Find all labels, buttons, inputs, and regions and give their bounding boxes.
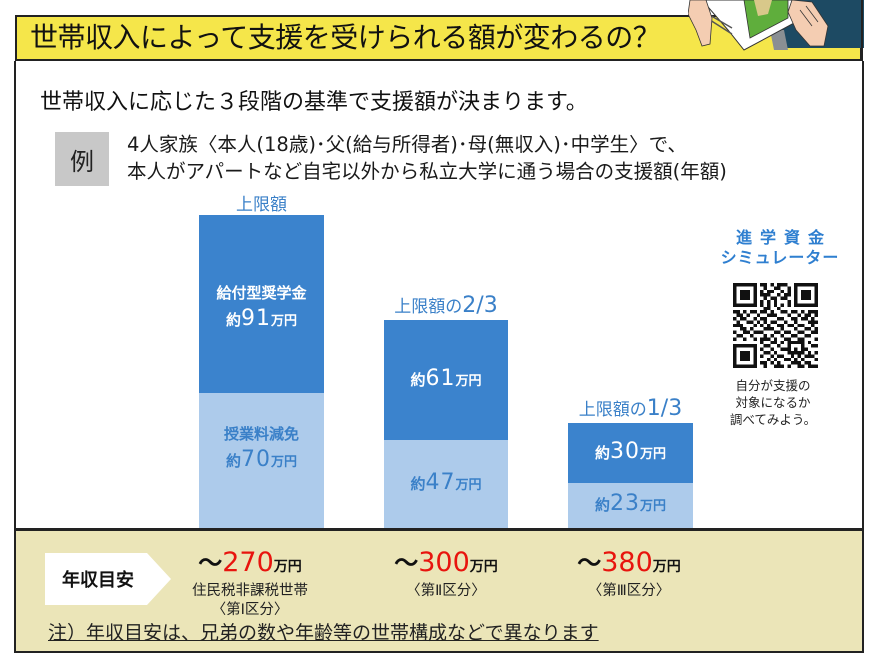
- section-heading: 世帯収入に応じた３段階の基準で支援額が決まります。: [40, 90, 588, 115]
- caption-text: 上限額の: [578, 400, 647, 420]
- income-amount: 〜380万円: [559, 548, 699, 582]
- tilde: 〜: [198, 549, 223, 577]
- segment-amount: 約30万円: [595, 438, 666, 469]
- amount-unit: 万円: [455, 477, 482, 493]
- income-tier-3: 〜380万円 〈第Ⅲ区分〉: [559, 548, 699, 601]
- tilde: 〜: [577, 549, 602, 577]
- segment-label: 給付型奨学金: [216, 283, 307, 302]
- bar-caption-one-third: 上限額の1/3: [568, 398, 693, 421]
- amount-unit: 万円: [271, 313, 298, 329]
- bar-segment-scholarship-two-thirds: 約61万円: [384, 320, 508, 440]
- qr-code-icon[interactable]: [733, 283, 818, 368]
- bar-caption-two-thirds: 上限額の2/3: [384, 295, 508, 318]
- segment-amount: 約61万円: [410, 365, 481, 396]
- segment-amount: 約23万円: [595, 490, 666, 521]
- amount-unit: 万円: [455, 373, 482, 389]
- income-amount: 〜270万円: [180, 548, 320, 582]
- amount-prefix: 約: [594, 443, 610, 462]
- amount-prefix: 約: [225, 452, 241, 470]
- amount-prefix: 約: [410, 474, 426, 493]
- simulator-caption-line1: 自分が支援の: [735, 378, 811, 393]
- bar-segment-tuition-one-third: 約23万円: [568, 483, 693, 528]
- amount-unit: 万円: [271, 455, 298, 470]
- income-amount: 〜300万円: [376, 548, 516, 582]
- amount-prefix: 約: [410, 370, 426, 389]
- caption-text: 上限額: [236, 195, 287, 215]
- simulator-title: 進学資金: [735, 228, 832, 247]
- income-value: 380: [601, 547, 653, 578]
- amount-value: 23: [610, 491, 640, 516]
- example-badge: 例: [55, 132, 109, 186]
- caption-text: 上限額の: [394, 297, 463, 317]
- amount-prefix: 約: [594, 496, 610, 514]
- income-guide-label: 年収目安: [62, 570, 134, 591]
- segment-amount: 約91万円: [226, 305, 297, 336]
- segment-label: 授業料減免: [223, 425, 299, 443]
- bar-caption-max: 上限額: [199, 193, 324, 216]
- income-value: 300: [418, 547, 470, 578]
- page-title: 世帯収入によって支援を受けられる額が変わるの？: [30, 21, 661, 54]
- amount-value: 61: [425, 365, 456, 391]
- segment-amount: 約47万円: [410, 469, 481, 500]
- amount-prefix: 約: [225, 310, 241, 329]
- amount-unit: 万円: [640, 446, 667, 462]
- person-reading-pamphlet-illustration: [688, 0, 864, 64]
- simulator-caption-line3: 調べてみよう。: [729, 412, 817, 427]
- income-desc: 住民税非課税世帯: [192, 583, 308, 599]
- amount-value: 30: [610, 438, 640, 464]
- bar-segment-scholarship-one-third: 約30万円: [568, 423, 693, 483]
- income-tier-2: 〜300万円 〈第Ⅱ区分〉: [376, 548, 516, 601]
- amount-value: 70: [241, 447, 271, 472]
- income-category: 〈第Ⅱ区分〉: [406, 583, 486, 599]
- example-description-line2: 本人がアパートなど自宅以外から私立大学に通う場合の支援額(年額): [127, 160, 727, 183]
- footnote: 注）年収目安は、兄弟の数や年齢等の世帯構成などで異なります: [48, 622, 599, 644]
- simulator-subtitle: シミュレーター: [720, 248, 840, 267]
- bar-segment-scholarship-max: 給付型奨学金 約91万円: [199, 215, 324, 393]
- amount-value: 47: [425, 469, 456, 495]
- bar-segment-tuition-max: 授業料減免 約70万円: [199, 393, 324, 528]
- bar-segment-tuition-two-thirds: 約47万円: [384, 440, 508, 528]
- income-value: 270: [222, 547, 274, 578]
- caption-fraction: 2/3: [462, 293, 498, 318]
- income-category: 〈第Ⅲ区分〉: [587, 583, 671, 599]
- arrow-tag-shape: [45, 553, 171, 605]
- header-band: [15, 15, 862, 61]
- income-unit: 万円: [652, 559, 681, 575]
- income-tier-1: 〜270万円 住民税非課税世帯 〈第Ⅰ区分〉: [180, 548, 320, 620]
- income-unit: 万円: [273, 559, 302, 575]
- amount-unit: 万円: [640, 499, 667, 514]
- income-category: 〈第Ⅰ区分〉: [211, 602, 289, 618]
- tilde: 〜: [394, 549, 419, 577]
- caption-fraction: 1/3: [646, 396, 683, 421]
- simulator-caption-line2: 対象になるか: [735, 395, 811, 410]
- segment-amount: 約70万円: [226, 446, 297, 477]
- example-description-line1: 4人家族〈本人(18歳)･父(給与所得者)･母(無収入)･中学生〉で、: [127, 133, 687, 156]
- income-unit: 万円: [469, 559, 498, 575]
- amount-value: 91: [241, 305, 271, 331]
